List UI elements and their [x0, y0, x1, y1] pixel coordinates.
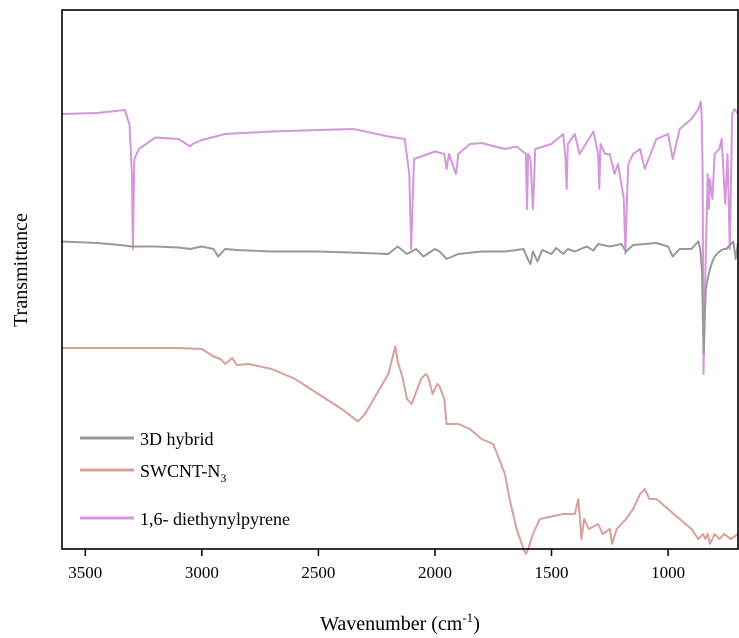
- x-tick-label: 3500: [68, 563, 102, 582]
- x-axis-ticks: 3500 3000 2500 2000 1500 1000: [68, 549, 685, 582]
- legend-label-diethynylpyrene: 1,6- diethynylpyrene: [140, 509, 290, 529]
- legend-label-swcnt-n3: SWCNT-N3: [140, 461, 226, 485]
- legend: 3D hybrid SWCNT-N3 1,6- diethynylpyrene: [80, 429, 290, 529]
- x-tick-label: 1500: [535, 563, 569, 582]
- x-tick-label: 3000: [185, 563, 219, 582]
- legend-label-swcnt-n3-subscript: 3: [220, 471, 226, 485]
- y-axis-title: Transmittance: [10, 213, 32, 327]
- series-line-swcnt-n3: [62, 345, 739, 555]
- x-tick-label: 1000: [651, 563, 685, 582]
- x-axis-title-close: ): [473, 613, 480, 635]
- x-tick-label: 2500: [301, 563, 335, 582]
- legend-label-3d-hybrid: 3D hybrid: [140, 429, 214, 449]
- series-line-3d-hybrid: [61, 240, 739, 355]
- plot-frame: [61, 9, 739, 550]
- x-axis-title-superscript: -1: [462, 610, 473, 625]
- series-lines: [61, 100, 739, 555]
- x-tick-label: 2000: [418, 563, 452, 582]
- series-line-1-6-diethynylpyrene: [61, 100, 739, 375]
- x-axis-title: Wavenumber (cm-1): [320, 610, 480, 635]
- legend-label-swcnt-n3-main: SWCNT-N: [140, 461, 220, 481]
- x-axis-title-main: Wavenumber (cm: [320, 613, 463, 635]
